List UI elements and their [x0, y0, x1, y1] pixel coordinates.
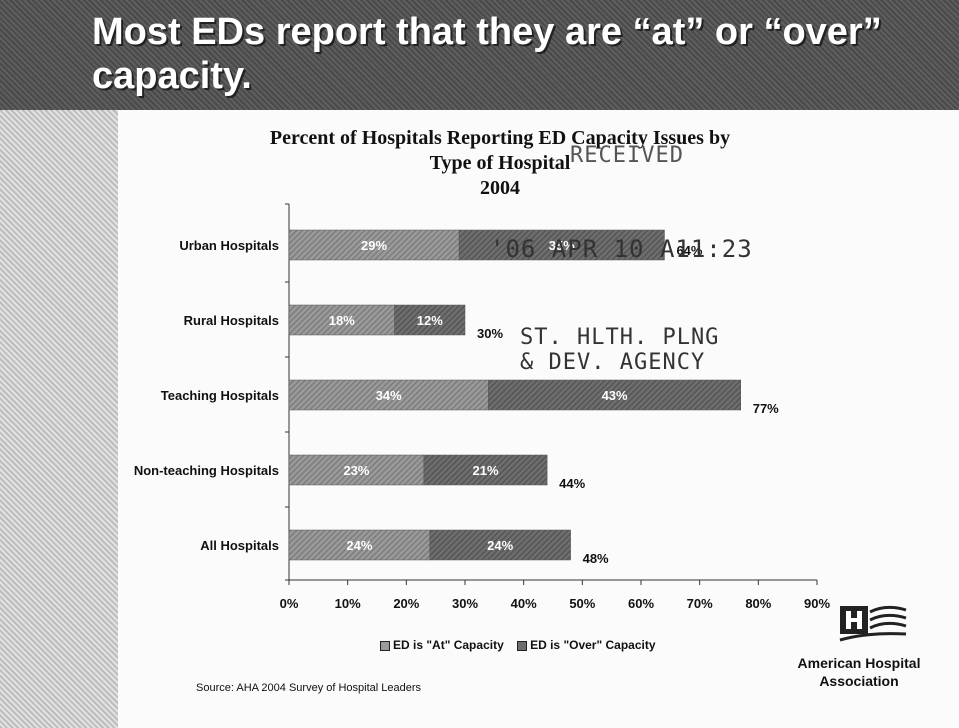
chart-title-line-1: Percent of Hospitals Reporting ED Capaci… — [269, 127, 731, 149]
legend-swatch-at — [380, 640, 390, 651]
bar-segment-at — [288, 529, 431, 561]
agency-stamp-line-1: ST. HLTH. PLNG — [520, 325, 720, 350]
legend-swatch-over — [517, 640, 528, 651]
x-tick-label: 0% — [280, 596, 299, 611]
slide-panel — [118, 110, 959, 728]
bar-total-label: 48% — [583, 551, 609, 566]
bar-segment-over — [458, 229, 665, 261]
bar-segment-over — [429, 529, 571, 561]
bar-data-label: 12% — [417, 313, 443, 328]
bar-segment-at — [288, 379, 489, 411]
x-tick-label: 50% — [569, 596, 595, 611]
bar-segment-over — [423, 454, 548, 486]
x-tick-label: 20% — [393, 596, 419, 611]
category-label: All Hospitals — [200, 538, 279, 553]
bar-segment-over — [488, 379, 741, 411]
x-tick-label: 60% — [628, 596, 654, 611]
category-label: Teaching Hospitals — [161, 388, 279, 403]
chart-title-line-3: 2004 — [480, 177, 520, 199]
bar-data-label: 24% — [487, 538, 513, 553]
aha-logo-line-2: Association — [819, 673, 899, 689]
aha-logo-line-1: American Hospital — [797, 655, 921, 671]
legend-label-over: ED is "Over" Capacity — [530, 638, 656, 652]
bar-data-label: 29% — [361, 238, 387, 253]
bar-data-label: 23% — [343, 463, 369, 478]
bar-data-label: 34% — [376, 388, 402, 403]
x-tick-label: 90% — [804, 596, 830, 611]
agency-stamp-line-2: & DEV. AGENCY — [520, 350, 706, 375]
bar-data-label: 24% — [346, 538, 372, 553]
legend-item-at: ED is "At" Capacity — [380, 638, 507, 652]
slide-title: Most EDs report that they are “at” or “o… — [92, 11, 882, 97]
left-border-strip — [0, 0, 118, 728]
x-tick-label: 10% — [335, 596, 361, 611]
date-stamp: '06 APR 10 A11:23 — [490, 235, 753, 263]
bar-total-label: 44% — [559, 476, 585, 491]
legend-item-over: ED is "Over" Capacity — [517, 638, 656, 652]
source-note: Source: AHA 2004 Survey of Hospital Lead… — [196, 682, 422, 694]
aha-logo-icon — [838, 600, 910, 653]
slide-header: Most EDs report that they are “at” or “o… — [0, 0, 959, 110]
bar-total-label: 30% — [477, 326, 503, 341]
bar-segment-at — [288, 454, 425, 486]
chart-title: Percent of Hospitals Reporting ED Capaci… — [120, 126, 880, 201]
x-tick-label: 40% — [511, 596, 537, 611]
bar-data-label: 35% — [549, 238, 575, 253]
bar-segment-over — [394, 304, 466, 336]
bar-segment-at — [288, 229, 460, 261]
legend-label-at: ED is "At" Capacity — [393, 638, 504, 652]
bar-segment-at — [288, 304, 395, 336]
received-stamp: RECEIVED — [570, 143, 684, 168]
category-label: Non-teaching Hospitals — [134, 463, 279, 478]
bar-total-label: 64% — [676, 243, 702, 258]
category-label: Rural Hospitals — [184, 313, 279, 328]
bar-total-label: 77% — [753, 401, 779, 416]
chart-legend: ED is "At" Capacity ED is "Over" Capacit… — [380, 638, 666, 652]
bar-data-label: 18% — [329, 313, 355, 328]
category-label: Urban Hospitals — [179, 238, 279, 253]
x-tick-label: 80% — [745, 596, 771, 611]
chart-title-line-2: Type of Hospital — [429, 152, 571, 174]
x-tick-label: 70% — [687, 596, 713, 611]
bar-data-label: 21% — [473, 463, 499, 478]
aha-logo: American Hospital Association — [764, 600, 954, 689]
bar-data-label: 43% — [602, 388, 628, 403]
x-tick-label: 30% — [452, 596, 478, 611]
